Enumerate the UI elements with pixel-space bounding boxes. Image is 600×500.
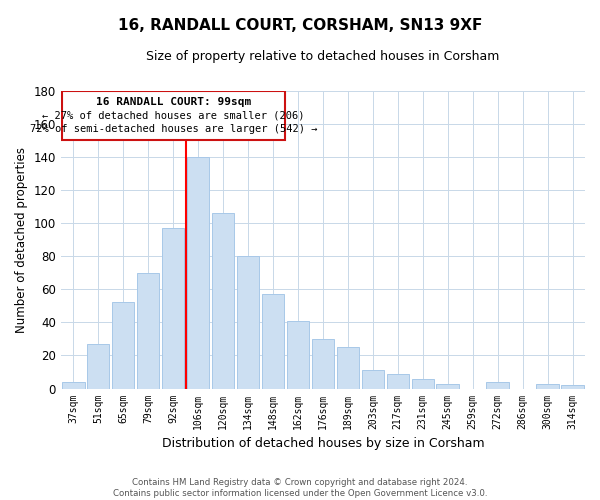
Bar: [112, 302, 134, 388]
Bar: [386, 374, 409, 388]
Bar: [362, 370, 384, 388]
Bar: [212, 213, 234, 388]
Bar: [262, 294, 284, 388]
Bar: [62, 90, 286, 140]
Bar: [412, 378, 434, 388]
Bar: [287, 320, 309, 388]
X-axis label: Distribution of detached houses by size in Corsham: Distribution of detached houses by size …: [161, 437, 484, 450]
Text: 16 RANDALL COURT: 99sqm: 16 RANDALL COURT: 99sqm: [96, 97, 251, 107]
Bar: [62, 382, 85, 388]
Text: 72% of semi-detached houses are larger (542) →: 72% of semi-detached houses are larger (…: [30, 124, 317, 134]
Text: Contains HM Land Registry data © Crown copyright and database right 2024.
Contai: Contains HM Land Registry data © Crown c…: [113, 478, 487, 498]
Title: Size of property relative to detached houses in Corsham: Size of property relative to detached ho…: [146, 50, 500, 63]
Bar: [436, 384, 459, 388]
Y-axis label: Number of detached properties: Number of detached properties: [15, 146, 28, 332]
Bar: [187, 157, 209, 388]
Bar: [536, 384, 559, 388]
Bar: [311, 339, 334, 388]
Bar: [561, 385, 584, 388]
Bar: [137, 272, 160, 388]
Bar: [162, 228, 184, 388]
Bar: [337, 347, 359, 389]
Bar: [487, 382, 509, 388]
Bar: [237, 256, 259, 388]
Bar: [87, 344, 109, 389]
Text: 16, RANDALL COURT, CORSHAM, SN13 9XF: 16, RANDALL COURT, CORSHAM, SN13 9XF: [118, 18, 482, 32]
Text: ← 27% of detached houses are smaller (206): ← 27% of detached houses are smaller (20…: [43, 110, 305, 120]
